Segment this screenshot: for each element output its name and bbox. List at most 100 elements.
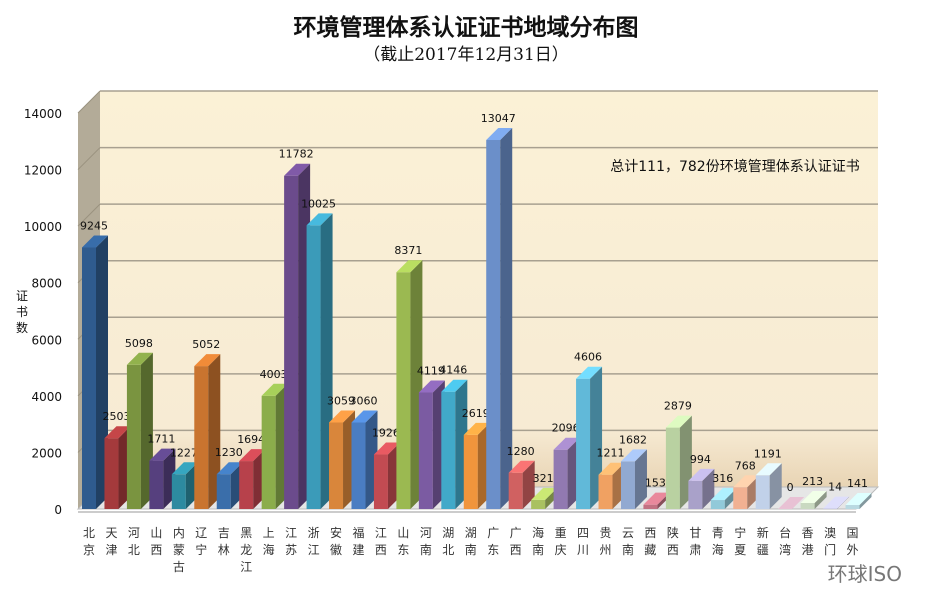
- x-tick-label: 四: [577, 526, 589, 540]
- bar-front: [531, 499, 546, 509]
- bar-top: [710, 488, 737, 501]
- data-label: 1211: [597, 447, 625, 460]
- bar-top: [643, 492, 670, 505]
- bar-top: [665, 415, 692, 428]
- watermark: 环球ISO: [827, 562, 902, 586]
- x-tick-label: 林: [218, 543, 230, 557]
- x-tick-label: 内: [173, 526, 185, 540]
- bar: [104, 426, 131, 509]
- bar-top: [823, 496, 850, 509]
- x-tick-label: 西: [510, 543, 522, 557]
- bar-front: [486, 139, 501, 509]
- data-label: 13047: [481, 112, 516, 125]
- bar-top: [351, 410, 378, 423]
- x-tick-label: 安: [330, 525, 342, 540]
- x-tick-label: 海: [532, 525, 544, 540]
- bar: [508, 460, 535, 509]
- x-tick-label: 山: [397, 526, 409, 540]
- y-tick-label: 8000: [31, 277, 62, 291]
- bar-top: [463, 422, 490, 435]
- data-label: 11782: [279, 148, 314, 161]
- bar-front: [665, 427, 680, 509]
- bar: [261, 383, 288, 509]
- data-label: 2879: [664, 400, 692, 413]
- bar-top: [396, 260, 423, 273]
- bar-front: [306, 225, 321, 509]
- x-tick-label: 州: [600, 543, 612, 557]
- bar-top: [800, 490, 827, 503]
- bar-top: [733, 475, 760, 488]
- bar: [284, 163, 311, 509]
- x-tick-label: 疆: [757, 543, 769, 557]
- bar: [418, 380, 445, 509]
- data-label: 153: [645, 477, 666, 490]
- bar-front: [598, 474, 613, 509]
- bar: [620, 449, 647, 509]
- data-label: 1227: [170, 446, 198, 459]
- gridline-side: [77, 203, 101, 227]
- data-label: 3059: [327, 394, 355, 407]
- x-tick-label: 川: [577, 543, 589, 557]
- data-label: 1694: [237, 433, 265, 446]
- data-label: 14: [828, 481, 842, 494]
- x-tick-label: 苏: [285, 543, 297, 557]
- bar: [171, 462, 198, 509]
- data-label: 0: [787, 481, 794, 494]
- bar-top: [261, 383, 288, 396]
- data-label: 321: [533, 472, 554, 485]
- x-tick-label: 宁: [734, 525, 746, 540]
- bar-front: [845, 505, 860, 509]
- bar-side: [814, 490, 827, 509]
- gridline-side: [77, 147, 101, 170]
- bar-top: [531, 487, 558, 500]
- bar: [463, 422, 490, 509]
- bar-top: [126, 352, 153, 365]
- bar-top: [306, 213, 333, 226]
- bar-front: [688, 480, 703, 509]
- bar-top: [441, 379, 468, 392]
- x-tick-label: 门: [824, 542, 836, 557]
- bar-front: [373, 454, 388, 509]
- x-tick-label: 海: [712, 542, 724, 557]
- x-tick-label: 东: [487, 543, 499, 557]
- bar: [688, 468, 715, 509]
- data-label: 9245: [80, 219, 108, 232]
- y-tick-label: 6000: [31, 333, 62, 347]
- x-tick-label: 东: [397, 543, 409, 557]
- bar: [306, 213, 333, 509]
- bar-top: [778, 497, 805, 509]
- bar: [755, 463, 782, 509]
- bar-top: [553, 437, 580, 450]
- x-tick-label: 台: [779, 525, 791, 540]
- x-tick-label: 湾: [779, 542, 791, 557]
- bar: [82, 235, 108, 509]
- bar: [845, 493, 872, 509]
- x-tick-label: 西: [150, 543, 162, 557]
- bar: [396, 260, 423, 509]
- x-tick-label: 江: [375, 526, 387, 540]
- bar-top: [82, 235, 108, 248]
- bar-top: [104, 426, 131, 439]
- x-tick-label: 贵: [600, 526, 612, 540]
- data-label: 4146: [439, 364, 467, 377]
- data-label: 2619: [462, 407, 490, 420]
- data-label: 1682: [619, 433, 647, 446]
- data-label: 1280: [507, 445, 535, 458]
- data-label: 4119: [417, 364, 445, 377]
- bar-top: [194, 354, 221, 367]
- x-tick-label: 龙: [240, 543, 252, 557]
- x-tick-label: 福: [352, 525, 364, 540]
- bar-side: [522, 460, 535, 509]
- x-tick-label: 徽: [330, 542, 342, 557]
- x-tick-label: 北: [128, 543, 140, 557]
- bar-front: [755, 475, 770, 509]
- x-tick-label: 庆: [555, 543, 567, 557]
- bar: [778, 497, 805, 509]
- x-tick-label: 上: [263, 526, 275, 540]
- bar-front: [463, 434, 478, 509]
- bar-front: [216, 474, 231, 509]
- bar-top: [620, 449, 647, 462]
- x-tick-label: 湖: [465, 525, 477, 540]
- bar-top: [239, 449, 266, 462]
- bar-top: [284, 163, 311, 176]
